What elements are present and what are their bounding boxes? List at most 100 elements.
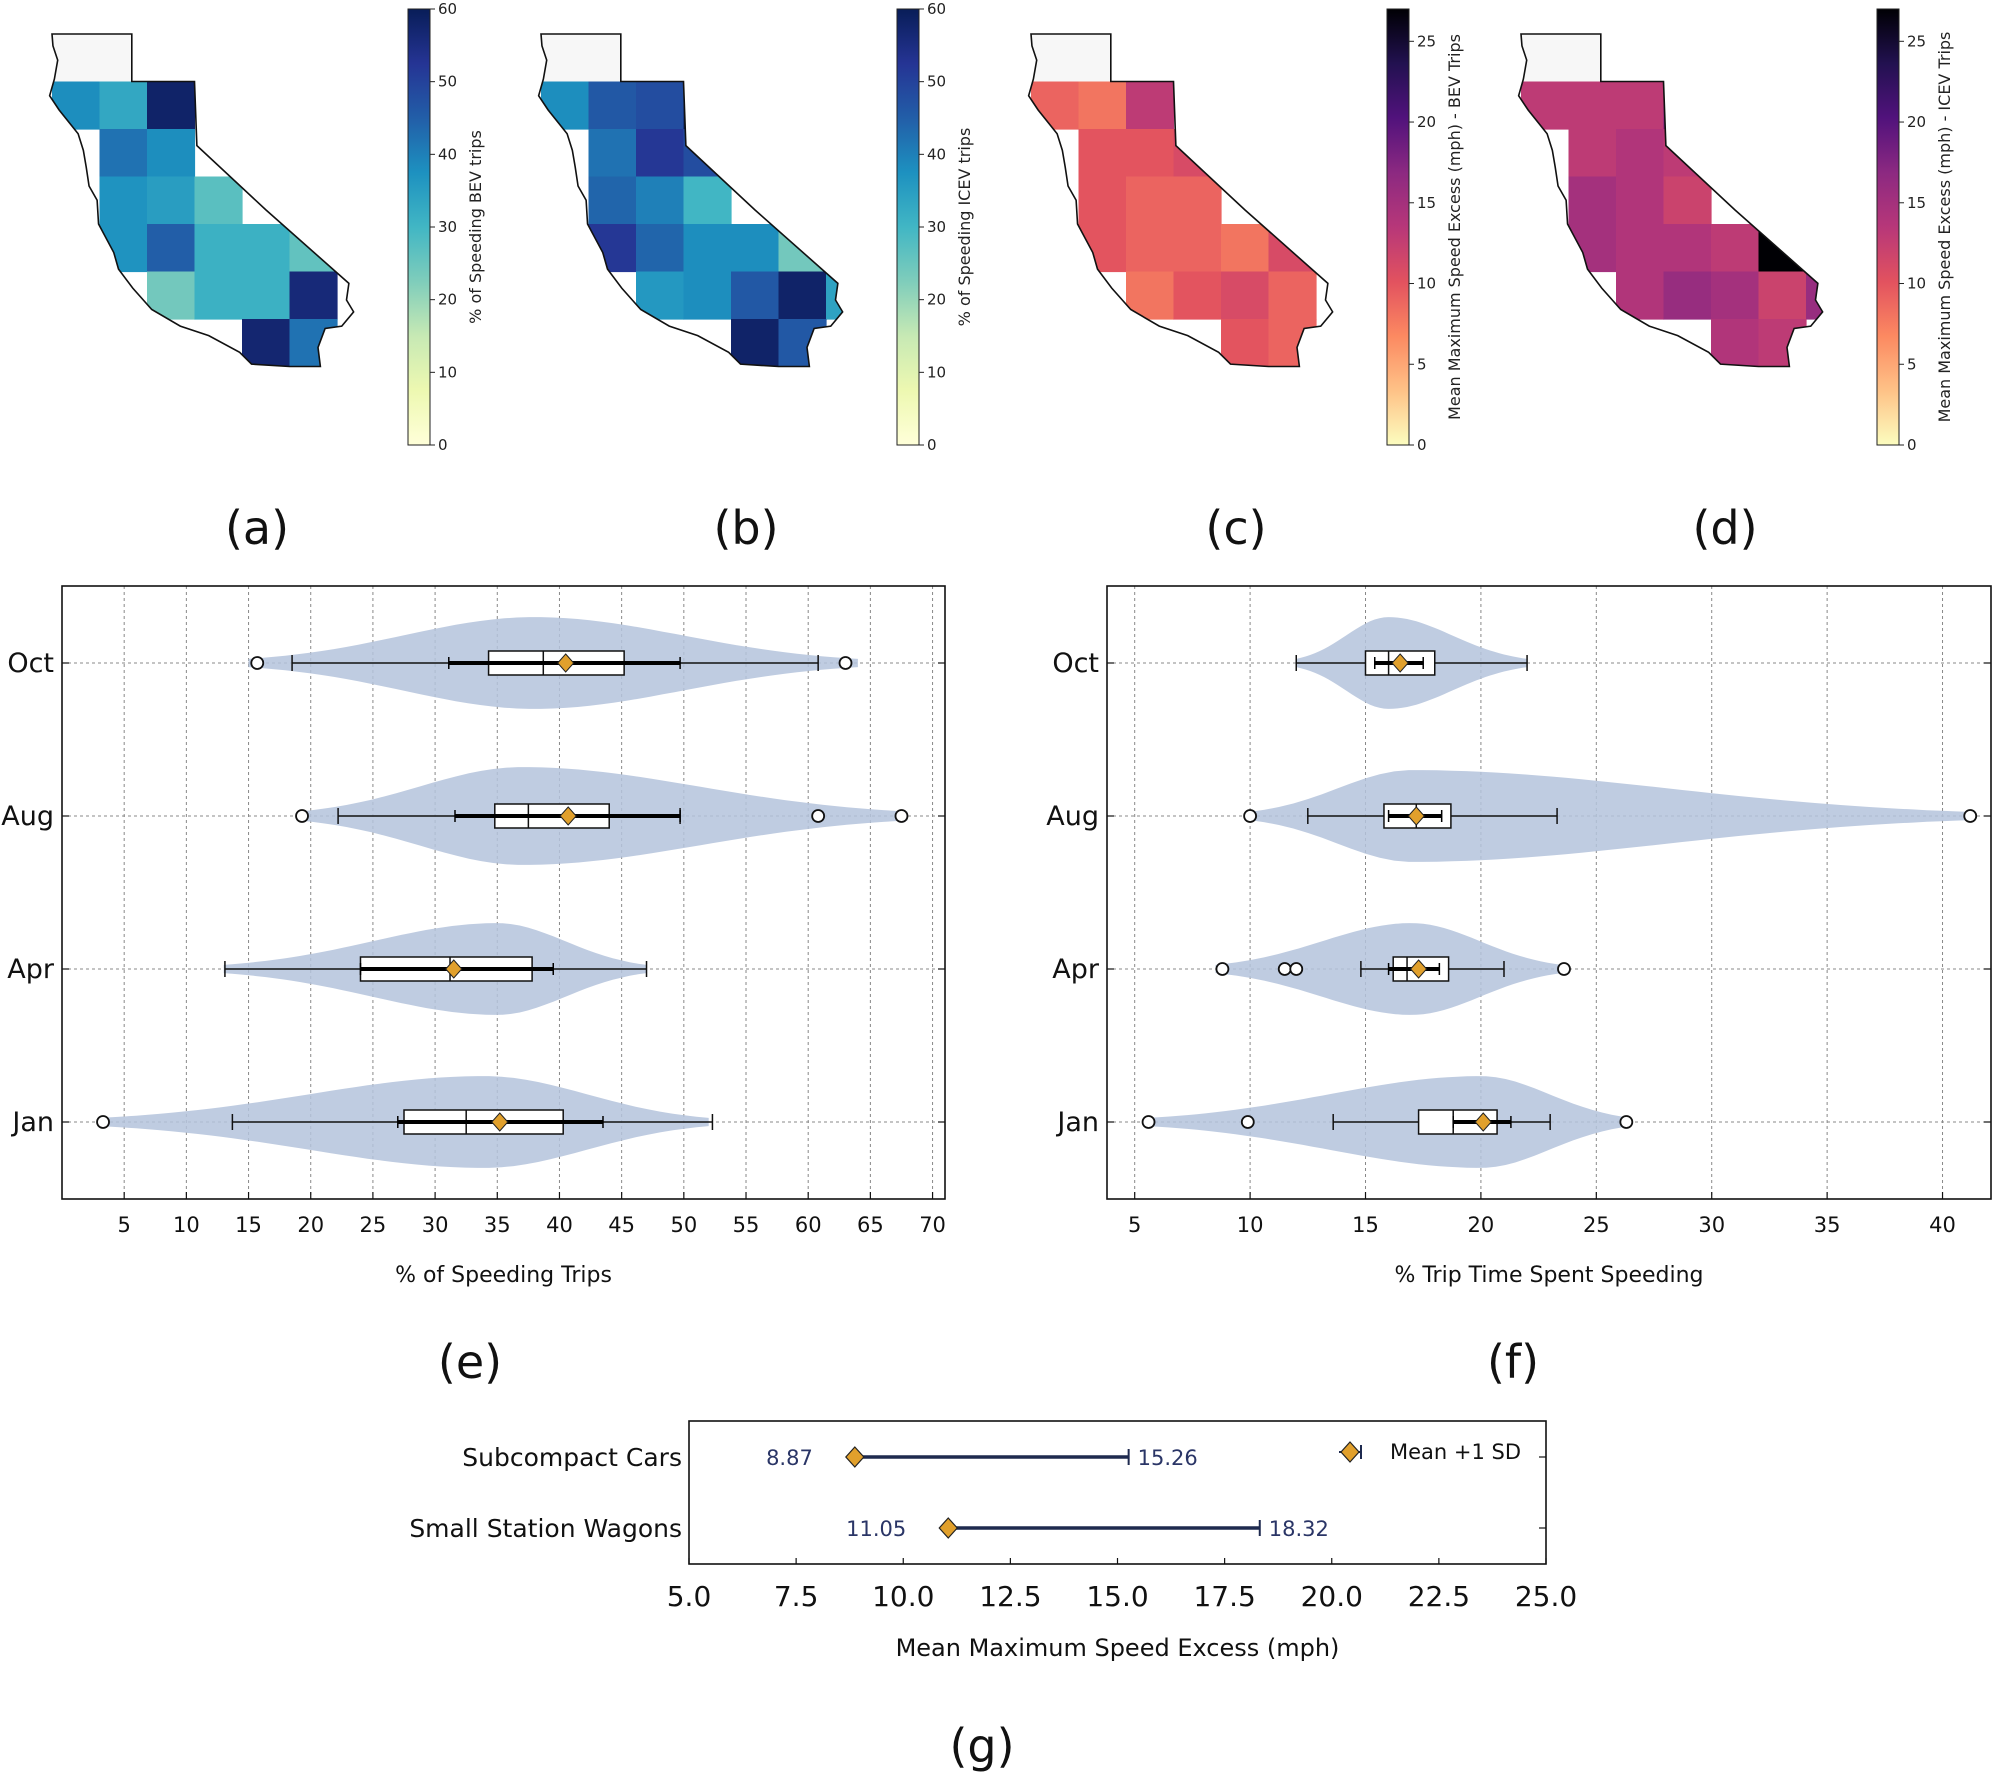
colorbar-tick-label: 5 <box>1907 355 1917 373</box>
outlier-point <box>1619 1115 1634 1129</box>
outlier-point <box>894 809 909 823</box>
colorbar-tick-label: 30 <box>927 218 946 236</box>
map-cell <box>1568 176 1617 225</box>
x-tick-label: 25 <box>360 1213 387 1237</box>
map-cell <box>1758 319 1807 367</box>
map-cell <box>1758 271 1807 320</box>
map-cell <box>1173 129 1222 178</box>
map-cell <box>1078 129 1127 178</box>
colorbar-tick-label: 10 <box>1417 275 1436 293</box>
colorbar-a <box>407 8 431 446</box>
panel-g-chart: 5.0 7.5 10.0 12.5 15.0 17.5 20.0 22.5 25.0 Subcom… <box>409 1420 1577 1662</box>
x-tick-label: 40 <box>1929 1213 1956 1237</box>
map-outline-c <box>1027 33 1334 368</box>
map-cell <box>1616 271 1665 320</box>
map-cell <box>636 176 685 225</box>
map-cell <box>1268 319 1317 367</box>
colorbar-label: % of Speeding BEV trips <box>466 130 485 324</box>
violin <box>1250 770 1971 862</box>
x-axis-label: Mean Maximum Speed Excess (mph) <box>896 1634 1340 1662</box>
map-cell <box>1616 176 1665 225</box>
map-cells-d <box>1521 34 1823 367</box>
outlier-point <box>1240 1115 1255 1129</box>
colorbar-tick-label: 0 <box>927 436 937 454</box>
map-cell <box>147 224 196 273</box>
colorbar-d <box>1876 8 1900 446</box>
map-nodata-cell <box>1521 34 1601 82</box>
map-cell <box>289 271 338 320</box>
x-axis-label: % of Speeding Trips <box>395 1263 612 1288</box>
map-cell <box>289 319 338 367</box>
map-panel-a: 0 10 20 30 40 50 60 % of Speeding BEV trips <box>48 0 485 454</box>
y-tick-label: Aug <box>1046 801 1099 832</box>
map-cell <box>588 129 637 178</box>
map-cell <box>1126 176 1175 225</box>
map-cell <box>636 271 685 320</box>
panel-label-a: (a) <box>225 501 289 555</box>
colorbar-c <box>1386 8 1410 446</box>
map-cell <box>778 319 827 367</box>
colorbar-tick-label: 25 <box>1417 32 1436 50</box>
x-tick-label: 20.0 <box>1301 1580 1363 1613</box>
map-cell <box>683 176 732 225</box>
outlier-point <box>1277 962 1292 976</box>
map-nodata-cell <box>52 34 132 82</box>
map-cell <box>1268 271 1317 320</box>
map-cell <box>147 129 196 178</box>
plot-frame <box>61 585 946 1200</box>
x-tick-label: 50 <box>670 1213 697 1237</box>
map-cell <box>194 271 243 320</box>
map-cell <box>1616 224 1665 273</box>
map-cell <box>1663 224 1712 273</box>
x-tick-label: 30 <box>1698 1213 1725 1237</box>
colorbar-label: Mean Maximum Speed Excess (mph) - BEV Tr… <box>1445 34 1464 420</box>
map-cell <box>1078 176 1127 225</box>
y-tick-label: Apr <box>7 954 55 985</box>
mean-marker <box>557 653 575 673</box>
x-tick-label: 22.5 <box>1408 1580 1470 1613</box>
colorbar-tick-label: 30 <box>438 218 457 236</box>
map-cell <box>636 81 685 130</box>
map-panel-c: 0 5 10 15 20 25 Mean Maximum Speed Excess (mph… <box>1027 8 1464 454</box>
legend-mean-marker <box>1340 1441 1360 1463</box>
x-tick-label: 7.5 <box>774 1580 819 1613</box>
colorbar-tick-label: 25 <box>1907 32 1926 50</box>
map-cell <box>1616 81 1665 130</box>
x-axis-label: % Trip Time Spent Speeding <box>1394 1263 1703 1288</box>
panel-label-g: (g) <box>949 1719 1014 1773</box>
colorbar-tick-label: 60 <box>927 0 946 18</box>
map-cell <box>1616 129 1665 178</box>
outlier-point <box>838 656 853 670</box>
map-cell <box>683 81 732 130</box>
map-cell <box>1126 129 1175 178</box>
outlier-point <box>811 809 826 823</box>
map-cell <box>1758 224 1807 273</box>
panel-label-e: (e) <box>438 1335 502 1389</box>
colorbar-tick-label: 20 <box>438 291 457 309</box>
map-cell <box>1268 224 1317 273</box>
map-cell <box>636 129 685 178</box>
map-cell <box>541 81 590 130</box>
panel-label-b: (b) <box>713 501 778 555</box>
map-cell <box>99 81 148 130</box>
map-cell <box>683 271 732 320</box>
x-tick-label: 10 <box>173 1213 200 1237</box>
map-outline-d <box>1517 33 1824 368</box>
outlier-point <box>250 656 265 670</box>
upper-value-label: 15.26 <box>1138 1446 1198 1470</box>
colorbar-tick-label: 20 <box>1907 113 1926 131</box>
map-outline-a <box>48 33 355 368</box>
x-tick-label: 20 <box>297 1213 324 1237</box>
map-cell <box>636 224 685 273</box>
map-cell <box>588 176 637 225</box>
x-tick-label: 5 <box>117 1213 130 1237</box>
map-cell <box>147 81 196 130</box>
map-cell <box>588 81 637 130</box>
map-cell <box>1221 271 1270 320</box>
map-cell <box>1221 224 1270 273</box>
x-tick-label: 5 <box>1128 1213 1141 1237</box>
panel-label-c: (c) <box>1205 501 1266 555</box>
y-tick-label: Oct <box>7 648 54 679</box>
x-tick-label: 35 <box>1814 1213 1841 1237</box>
map-cell <box>731 224 780 273</box>
